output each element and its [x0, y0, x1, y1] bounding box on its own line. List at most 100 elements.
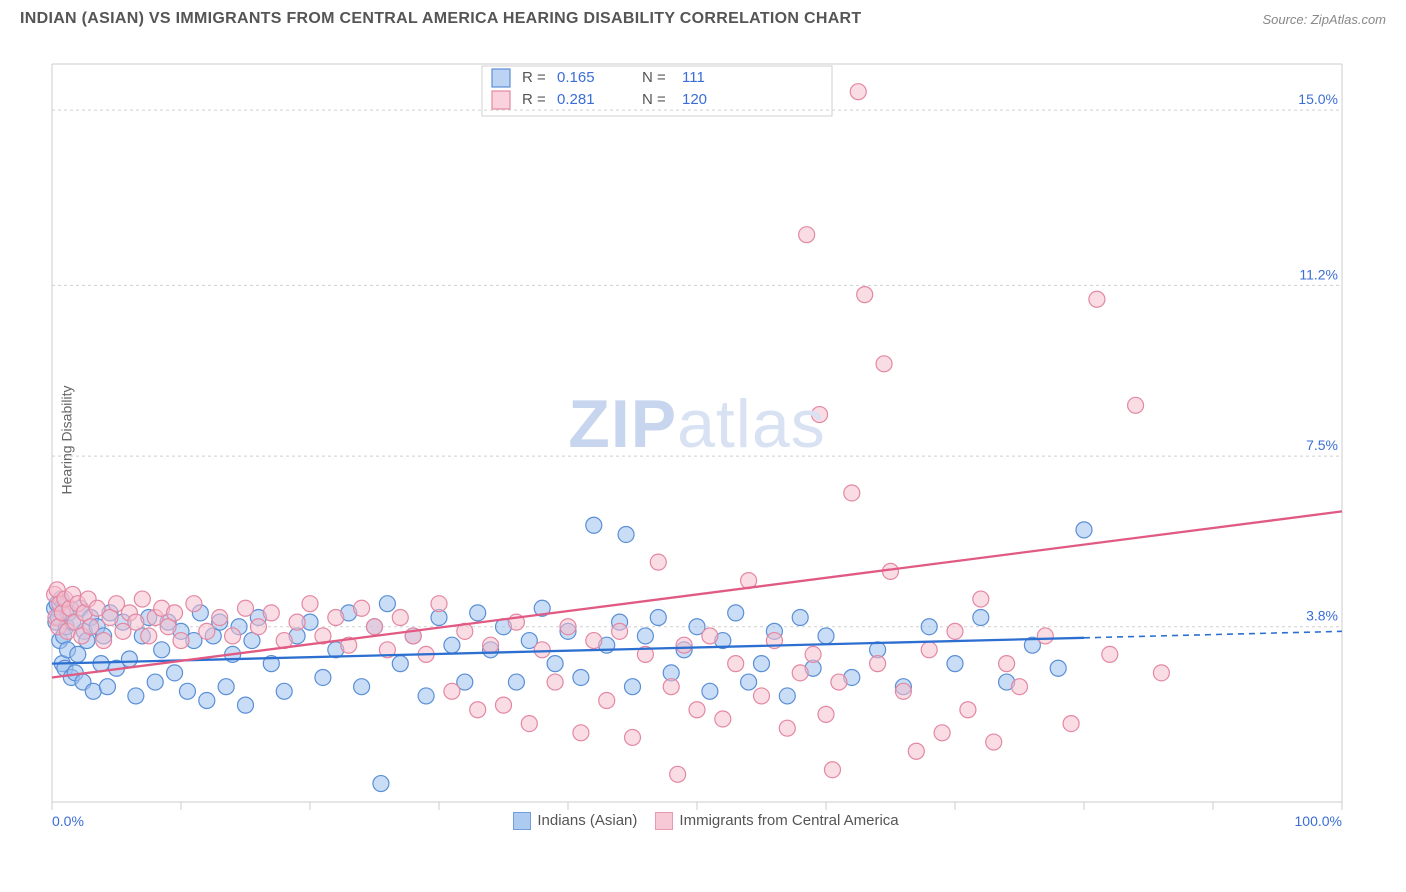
data-point	[508, 674, 524, 690]
data-point	[702, 628, 718, 644]
data-point	[1153, 665, 1169, 681]
data-point	[276, 683, 292, 699]
y-tick-label: 7.5%	[1306, 437, 1338, 453]
data-point	[870, 656, 886, 672]
legend-swatch	[513, 812, 531, 830]
data-point	[328, 610, 344, 626]
data-point	[315, 669, 331, 685]
data-point	[218, 679, 234, 695]
data-point	[70, 646, 86, 662]
data-point	[367, 619, 383, 635]
legend-swatch	[655, 812, 673, 830]
data-point	[379, 596, 395, 612]
data-point	[792, 665, 808, 681]
data-point	[663, 679, 679, 695]
data-point	[754, 656, 770, 672]
data-point	[831, 674, 847, 690]
data-point	[167, 665, 183, 681]
data-point	[676, 637, 692, 653]
data-point	[483, 637, 499, 653]
data-point	[805, 646, 821, 662]
data-point	[85, 683, 101, 699]
data-point	[147, 674, 163, 690]
legend-swatch	[492, 91, 510, 109]
data-point	[818, 706, 834, 722]
data-point	[392, 610, 408, 626]
data-point	[392, 656, 408, 672]
data-point	[547, 674, 563, 690]
data-point	[238, 600, 254, 616]
data-point	[444, 683, 460, 699]
bottom-legend: Indians (Asian) Immigrants from Central A…	[42, 812, 1352, 830]
data-point	[1102, 646, 1118, 662]
legend-r-label: R =	[522, 91, 546, 108]
legend-swatch	[492, 69, 510, 87]
data-point	[586, 517, 602, 533]
data-point	[844, 485, 860, 501]
data-point	[741, 674, 757, 690]
data-point	[650, 610, 666, 626]
trend-line-extrapolated	[1084, 631, 1342, 637]
data-point	[779, 688, 795, 704]
data-point	[850, 84, 866, 100]
data-point	[199, 693, 215, 709]
source-attribution: Source: ZipAtlas.com	[1262, 12, 1386, 27]
data-point	[689, 702, 705, 718]
data-point	[947, 623, 963, 639]
data-point	[921, 642, 937, 658]
data-point	[876, 356, 892, 372]
data-point	[560, 619, 576, 635]
legend-r-label: R =	[522, 69, 546, 86]
data-point	[534, 642, 550, 658]
y-tick-label: 11.2%	[1299, 266, 1338, 282]
data-point	[179, 683, 195, 699]
data-point	[973, 610, 989, 626]
data-point	[354, 600, 370, 616]
data-point	[947, 656, 963, 672]
data-point	[373, 776, 389, 792]
legend-n-label: N =	[642, 91, 666, 108]
legend-series-label: Indians (Asian)	[537, 812, 637, 829]
scatter-chart: 3.8%7.5%11.2%15.0%0.0%100.0%R =0.165N = …	[42, 50, 1352, 830]
data-point	[547, 656, 563, 672]
data-point	[128, 614, 144, 630]
data-point	[908, 743, 924, 759]
data-point	[225, 628, 241, 644]
data-point	[754, 688, 770, 704]
data-point	[1076, 522, 1092, 538]
data-point	[431, 596, 447, 612]
data-point	[1089, 291, 1105, 307]
legend-n-label: N =	[642, 69, 666, 86]
data-point	[934, 725, 950, 741]
data-point	[302, 596, 318, 612]
y-tick-label: 15.0%	[1298, 91, 1338, 107]
data-point	[586, 633, 602, 649]
data-point	[250, 619, 266, 635]
data-point	[599, 693, 615, 709]
data-point	[141, 628, 157, 644]
chart-title: INDIAN (ASIAN) VS IMMIGRANTS FROM CENTRA…	[20, 10, 862, 28]
data-point	[650, 554, 666, 570]
data-point	[470, 605, 486, 621]
data-point	[99, 679, 115, 695]
data-point	[960, 702, 976, 718]
legend-r-value: 0.281	[557, 91, 595, 108]
data-point	[521, 716, 537, 732]
data-point	[637, 628, 653, 644]
data-point	[625, 679, 641, 695]
data-point	[167, 605, 183, 621]
data-point	[470, 702, 486, 718]
data-point	[612, 623, 628, 639]
data-point	[1063, 716, 1079, 732]
data-point	[1012, 679, 1028, 695]
data-point	[1050, 660, 1066, 676]
data-point	[444, 637, 460, 653]
data-point	[199, 623, 215, 639]
legend-series-label: Immigrants from Central America	[679, 812, 898, 829]
data-point	[173, 633, 189, 649]
data-point	[128, 688, 144, 704]
chart-container: Hearing Disability ZIPatlas 3.8%7.5%11.2…	[42, 50, 1352, 830]
data-point	[354, 679, 370, 695]
data-point	[289, 614, 305, 630]
data-point	[973, 591, 989, 607]
